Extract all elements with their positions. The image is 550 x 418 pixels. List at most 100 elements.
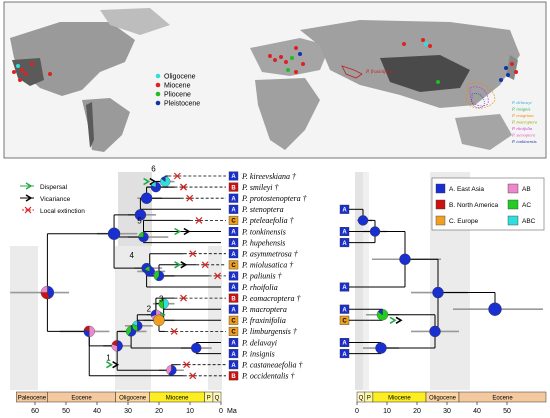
right-area-box-letter: A bbox=[342, 230, 347, 236]
pie-slice bbox=[432, 286, 444, 299]
area-box-letter: A bbox=[231, 352, 236, 358]
fossil-dot bbox=[504, 66, 508, 70]
right-range-pie bbox=[429, 325, 441, 338]
map-legend-label: Oligocene bbox=[164, 74, 196, 81]
fossil-dot bbox=[514, 70, 518, 74]
ancestral-range-pie bbox=[83, 325, 95, 338]
map-species-label: P. delavayi bbox=[511, 100, 532, 105]
area-legend-frame bbox=[431, 177, 545, 231]
right-area-box-letter: C bbox=[342, 319, 347, 325]
vicariance-arrow bbox=[112, 361, 120, 369]
area-legend-label: B. North America bbox=[449, 202, 499, 209]
taxon-label: P. pteleaefolia † bbox=[241, 216, 295, 225]
taxon-label: P. smileyi † bbox=[241, 183, 280, 192]
local-extinction-mark bbox=[173, 172, 181, 180]
right-vicariance-arrow bbox=[395, 316, 403, 324]
right-range-pie bbox=[488, 302, 502, 316]
area-box bbox=[228, 260, 239, 270]
pie-slice bbox=[138, 231, 144, 238]
area-box-letter: A bbox=[231, 196, 236, 202]
pie-slice bbox=[47, 285, 55, 299]
local-extinction-mark bbox=[183, 361, 191, 369]
area-legend-label: A. East Asia bbox=[449, 186, 484, 193]
taxon-label: P. limburgensis † bbox=[241, 327, 298, 336]
fossil-dot bbox=[436, 80, 440, 84]
map-inset-label: P. fraxinifolia bbox=[365, 70, 394, 75]
legend-label: Dispersal bbox=[40, 184, 68, 191]
map-species-label: P. tonkinensis bbox=[511, 139, 537, 144]
pie-slice bbox=[160, 176, 166, 182]
fossil-dot bbox=[301, 62, 305, 66]
right-epoch-label: Oligocene bbox=[429, 396, 457, 402]
ancestral-range-pie bbox=[166, 365, 177, 376]
legend-label: Vicariance bbox=[40, 196, 71, 203]
pie-slice bbox=[40, 285, 48, 293]
axis-tick-label: 60 bbox=[31, 408, 39, 415]
fossil-dot bbox=[18, 78, 22, 82]
area-box bbox=[228, 304, 239, 314]
pie-slice bbox=[125, 326, 132, 336]
fossil-dot bbox=[286, 68, 290, 72]
pie-slice bbox=[144, 266, 150, 272]
right-range-pie bbox=[399, 253, 411, 265]
fossil-dot bbox=[294, 70, 298, 74]
vicariance-arrow bbox=[180, 261, 188, 269]
right-axis-tick-label: 10 bbox=[383, 408, 391, 415]
right-q-band bbox=[355, 172, 363, 390]
axis-tick-label: 10 bbox=[186, 408, 194, 415]
right-axis-tick-label: 40 bbox=[473, 408, 481, 415]
node-number: 1 bbox=[106, 353, 111, 362]
area-box-letter: A bbox=[231, 241, 236, 247]
ancestral-range-pie bbox=[158, 298, 169, 309]
andes bbox=[86, 102, 94, 148]
area-box-letter: C bbox=[231, 319, 236, 325]
local-extinction-mark bbox=[195, 216, 203, 224]
taxon-label: P. macroptera bbox=[241, 305, 287, 314]
area-box-letter: A bbox=[231, 174, 236, 180]
taxon-label: P. asymmetrosa † bbox=[241, 250, 299, 259]
taxon-label: P. kireevskiana † bbox=[241, 172, 297, 181]
pie-slice bbox=[376, 309, 389, 321]
node-number: 5 bbox=[137, 217, 142, 226]
local-extinction-mark bbox=[186, 194, 194, 202]
pie-slice bbox=[429, 325, 441, 338]
axis-tick-label: 30 bbox=[124, 408, 132, 415]
local-extinction-mark bbox=[180, 294, 187, 302]
area-box-letter: C bbox=[231, 263, 236, 269]
taxon-label: P. miolusatica † bbox=[241, 261, 294, 270]
pie-slice bbox=[163, 298, 169, 309]
local-extinction-mark bbox=[189, 372, 197, 380]
epoch-label: Eocene bbox=[71, 396, 92, 402]
map-legend: Oligocene Miocene Pliocene Pleistocene bbox=[155, 74, 200, 108]
pie-slice bbox=[83, 325, 90, 332]
fossil-dot bbox=[273, 58, 277, 62]
pie-slice bbox=[168, 365, 177, 376]
epoch-label: Oligocene bbox=[119, 396, 147, 402]
area-box bbox=[228, 293, 239, 303]
right-axis-tick-label: 0 bbox=[355, 408, 359, 415]
ancestral-range-pie bbox=[134, 209, 147, 221]
area-legend-label: ABC bbox=[522, 218, 536, 225]
area-box-letter: A bbox=[231, 252, 236, 258]
area-box bbox=[228, 271, 239, 281]
map-legend-label: Pleistocene bbox=[164, 101, 200, 108]
south-america bbox=[82, 98, 130, 152]
ancestral-range-pie bbox=[132, 320, 143, 332]
fossil-dot bbox=[510, 62, 514, 66]
taxon-label: P. castaneaefolia † bbox=[241, 361, 304, 370]
dispersal-arrow bbox=[105, 361, 113, 369]
right-dispersal-arrow bbox=[389, 316, 397, 324]
right-area-box-letter: A bbox=[342, 307, 347, 313]
right-area-box-letter: A bbox=[342, 341, 347, 347]
right-range-pie bbox=[369, 226, 381, 237]
area-box-letter: A bbox=[231, 363, 236, 369]
fossil-dot bbox=[428, 44, 432, 48]
area-box-letter: A bbox=[231, 341, 236, 347]
taxon-label: P. insignis bbox=[241, 349, 275, 358]
pie-slice bbox=[144, 266, 155, 277]
taxon-label: P. occidentalis † bbox=[241, 372, 296, 381]
pie-slice bbox=[369, 226, 381, 237]
area-legend-label: AB bbox=[522, 186, 531, 193]
area-box bbox=[228, 215, 239, 225]
